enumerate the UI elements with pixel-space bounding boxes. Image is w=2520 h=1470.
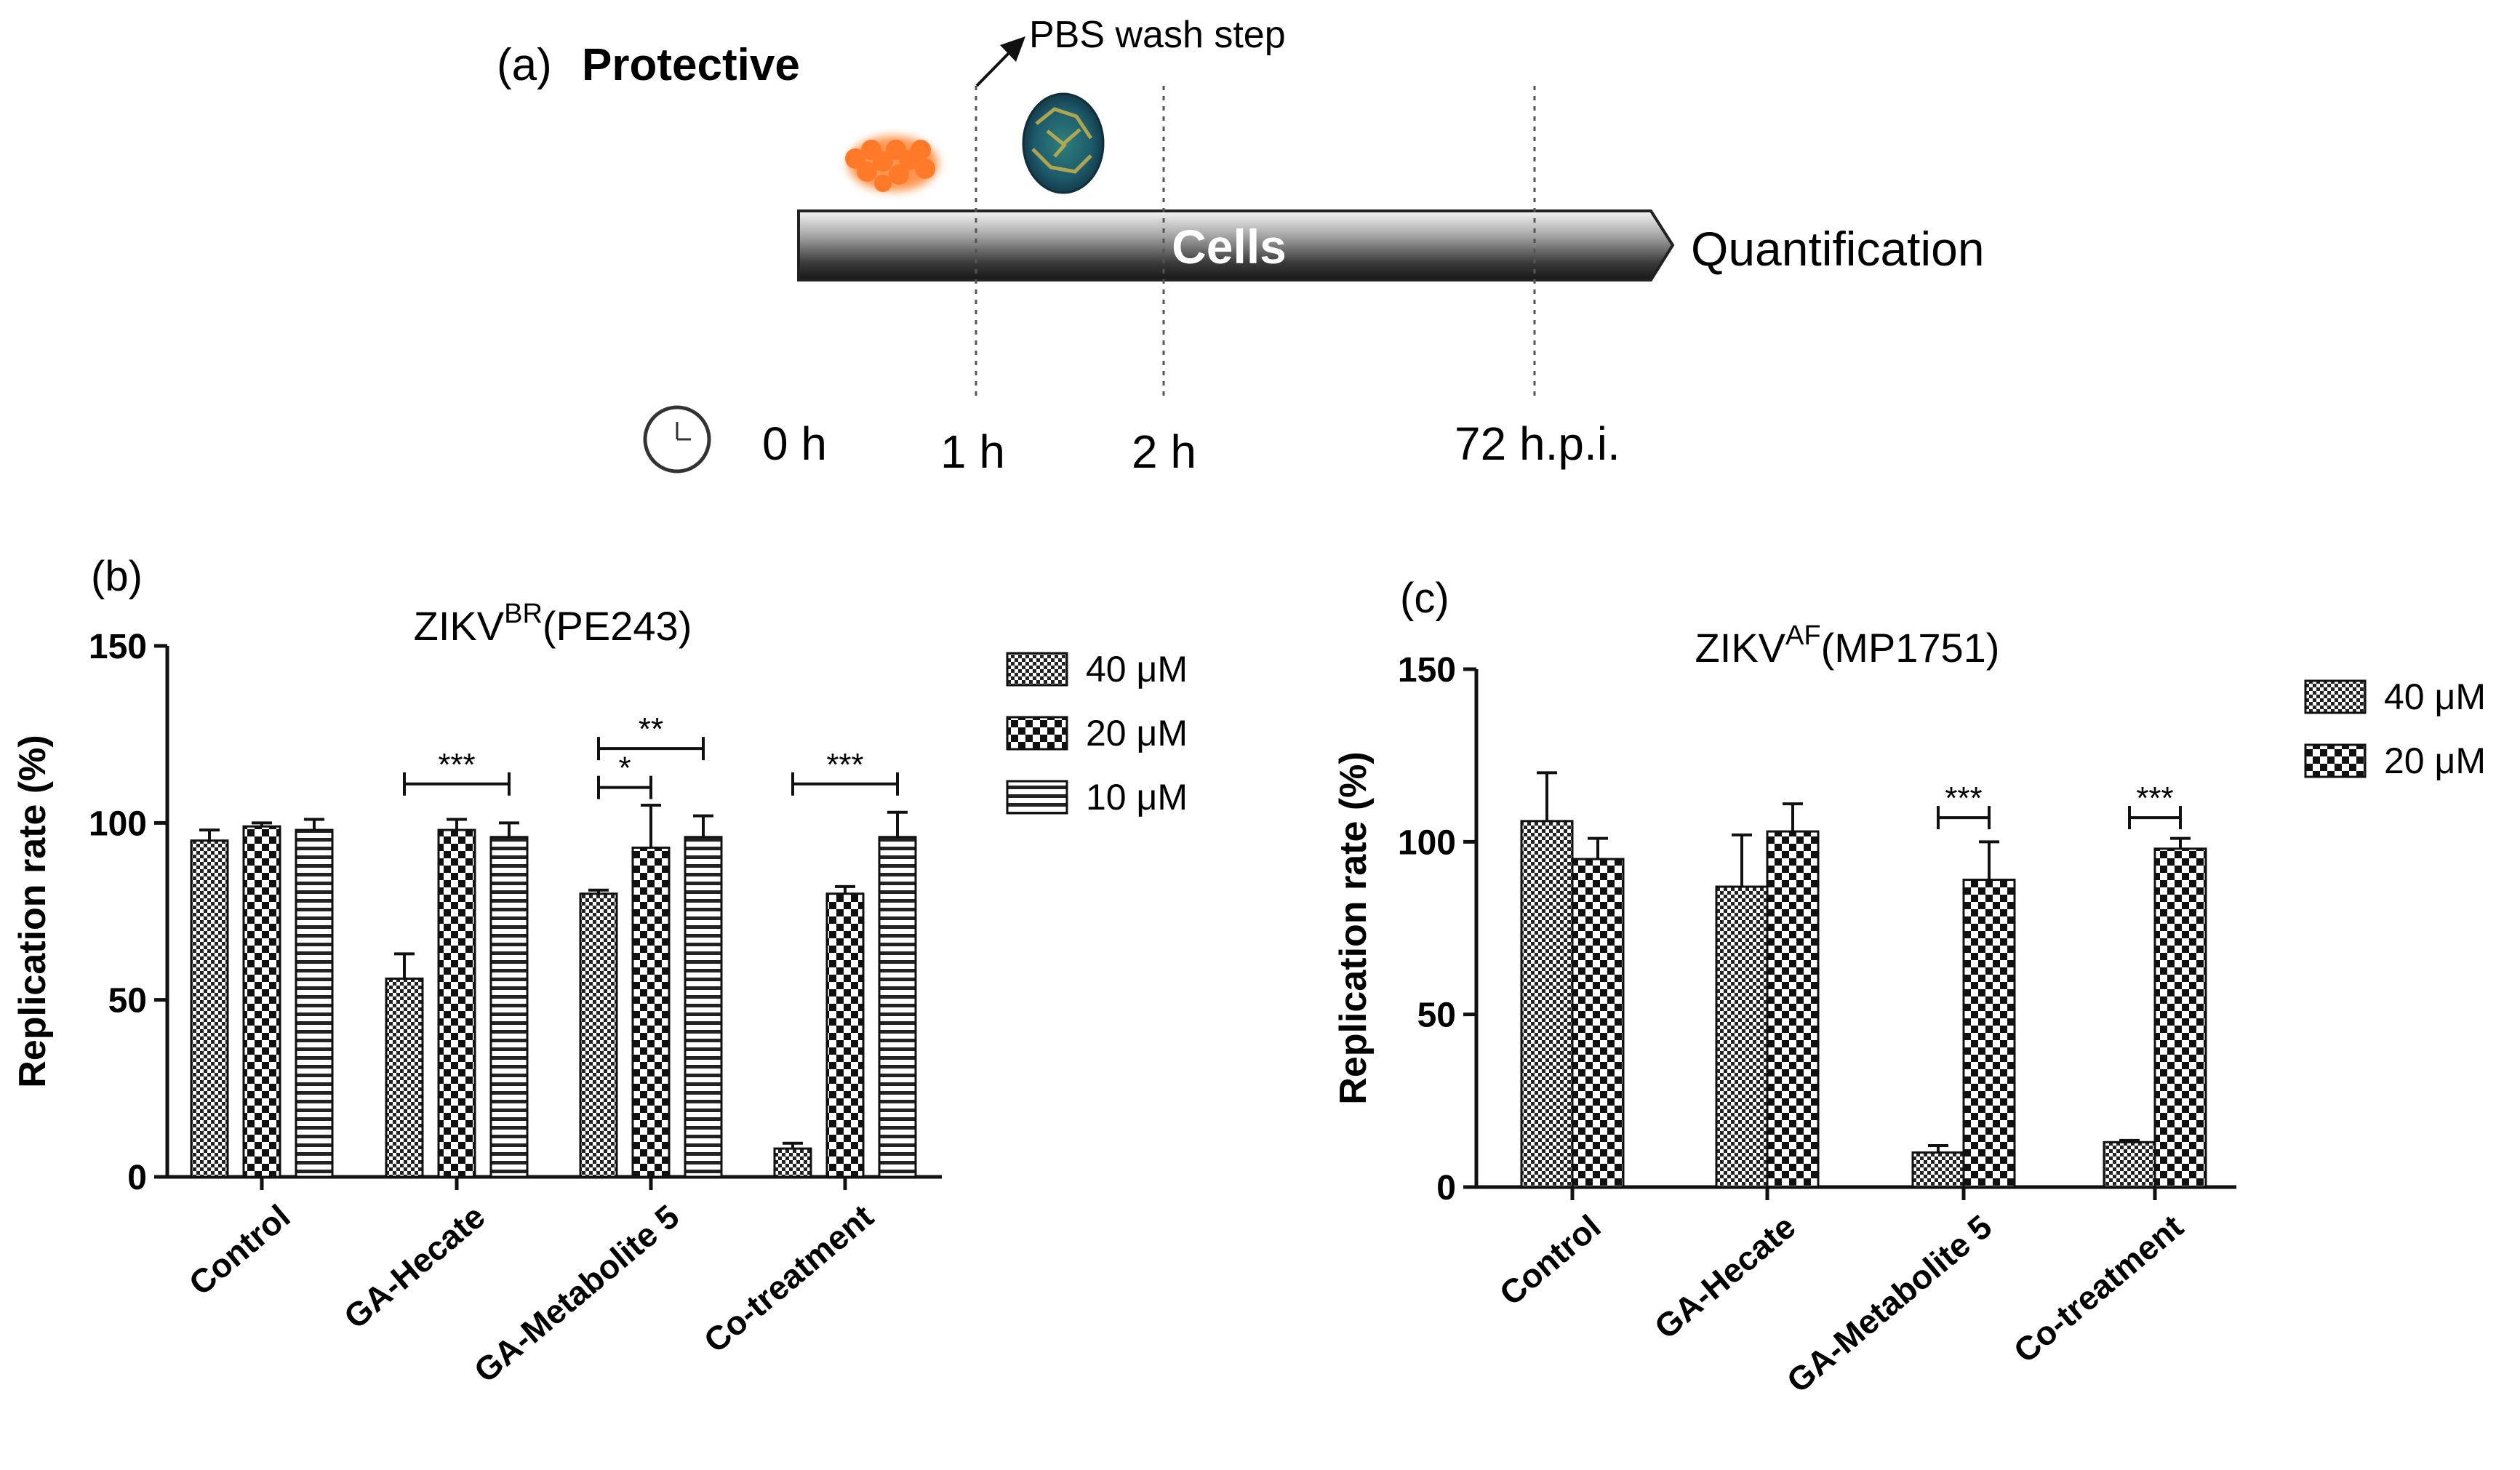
y-tick-label: 50: [108, 982, 147, 1020]
time-markers: [975, 86, 1536, 396]
chart-panel-b: (b) ZIKVBR(PE243) Replication rate (%) 0 50 1…: [12, 553, 1188, 1390]
clock-icon: [643, 405, 711, 474]
bar: [437, 828, 476, 1178]
legend-label: 20 μM: [1086, 713, 1188, 754]
y-tick-label: 150: [89, 628, 147, 666]
x-tick-label: Co-treatment: [697, 1197, 881, 1360]
legend-label: 20 μM: [2384, 740, 2486, 781]
virus-particle-icon: [1022, 92, 1105, 194]
bar: [1911, 1151, 1965, 1189]
bar: [579, 892, 618, 1178]
compound-molecule-icon: [845, 136, 938, 192]
legend-label: 10 μM: [1086, 777, 1188, 818]
chart-title: ZIKVBR(PE243): [414, 599, 692, 649]
panel-label: (b): [91, 553, 143, 600]
time-label-1h: 1 h: [940, 426, 1005, 478]
legend-swatch: [2304, 679, 2367, 714]
y-axis-label: Replication rate (%): [12, 735, 54, 1087]
bar: [1715, 885, 1769, 1189]
time-label-0h: 0 h: [762, 418, 827, 470]
x-tick-label: GA-Metabolite 5: [1780, 1207, 1999, 1400]
protocol-schematic: (a) Protective PBS wash step: [497, 14, 1985, 478]
x-tick-label: Control: [182, 1197, 297, 1303]
bar: [489, 836, 529, 1178]
quantification-label: Quantification: [1691, 222, 1985, 276]
chart-title-superscript: BR: [504, 599, 543, 629]
time-label-2h: 2 h: [1132, 426, 1196, 478]
bar: [773, 1147, 812, 1178]
x-tick-label: GA-Metabolite 5: [467, 1197, 687, 1390]
bar: [1962, 879, 2016, 1189]
cells-label: Cells: [1172, 220, 1287, 273]
bar: [190, 839, 229, 1178]
bar: [295, 828, 334, 1178]
bar: [825, 892, 865, 1178]
x-tick-label: Control: [1492, 1207, 1608, 1313]
wash-step-label: PBS wash step: [1029, 14, 1286, 56]
bar: [1766, 830, 1820, 1189]
x-tick-label: GA-Hecate: [337, 1197, 492, 1336]
bar: [684, 836, 723, 1178]
chart-title-main: ZIKV: [414, 603, 505, 649]
significance-label: ***: [2136, 780, 2173, 816]
chart-title: ZIKVAF(MP1751): [1695, 620, 2000, 671]
cells-arrow: [797, 209, 1675, 281]
chart-title-main: ZIKV: [1695, 625, 1786, 671]
chart-panel-c: (c) ZIKVAF(MP1751) Replication rate (%) 0 50…: [1332, 575, 2486, 1400]
panel-label: (c): [1400, 575, 1449, 622]
y-axis-label: Replication rate (%): [1332, 751, 1375, 1104]
legend-label: 40 μM: [1086, 649, 1188, 690]
legend-swatch: [2304, 743, 2367, 778]
legend-label: 40 μM: [2384, 676, 2486, 717]
wash-arrow-head: [1000, 36, 1025, 62]
y-tick-label: 100: [1398, 823, 1456, 862]
x-tick-label: GA-Hecate: [1647, 1207, 1803, 1346]
significance-label: ***: [1945, 780, 1982, 816]
significance-label: **: [639, 711, 663, 747]
chart-title-suffix: (MP1751): [1821, 625, 2000, 671]
significance-label: *: [618, 751, 631, 786]
chart-title-suffix: (PE243): [543, 603, 692, 649]
bar: [2103, 1141, 2156, 1189]
legend-swatch: [1006, 780, 1068, 815]
bar: [878, 836, 917, 1178]
time-label-72hpi: 72 h.p.i.: [1455, 418, 1620, 470]
significance-label: ***: [438, 747, 475, 783]
y-tick-label: 50: [1417, 996, 1456, 1035]
y-tick-label: 0: [127, 1159, 147, 1197]
panel-label-a: (a): [497, 40, 552, 90]
y-tick-label: 0: [1436, 1169, 1456, 1207]
y-tick-label: 150: [1398, 651, 1456, 690]
legend-swatch: [1006, 652, 1068, 687]
legend-swatch: [1006, 716, 1068, 751]
bar: [1571, 858, 1625, 1189]
chart-title-superscript: AF: [1785, 620, 1821, 651]
bar: [631, 846, 671, 1178]
x-tick-label: Co-treatment: [2007, 1207, 2191, 1370]
y-tick-label: 100: [89, 804, 147, 843]
wash-arrow-line: [975, 49, 1012, 87]
schematic-title: Protective: [582, 40, 800, 90]
bar: [1520, 820, 1574, 1189]
bar: [242, 825, 281, 1178]
bar: [385, 977, 424, 1178]
significance-label: ***: [826, 747, 863, 783]
bar: [2153, 847, 2207, 1189]
